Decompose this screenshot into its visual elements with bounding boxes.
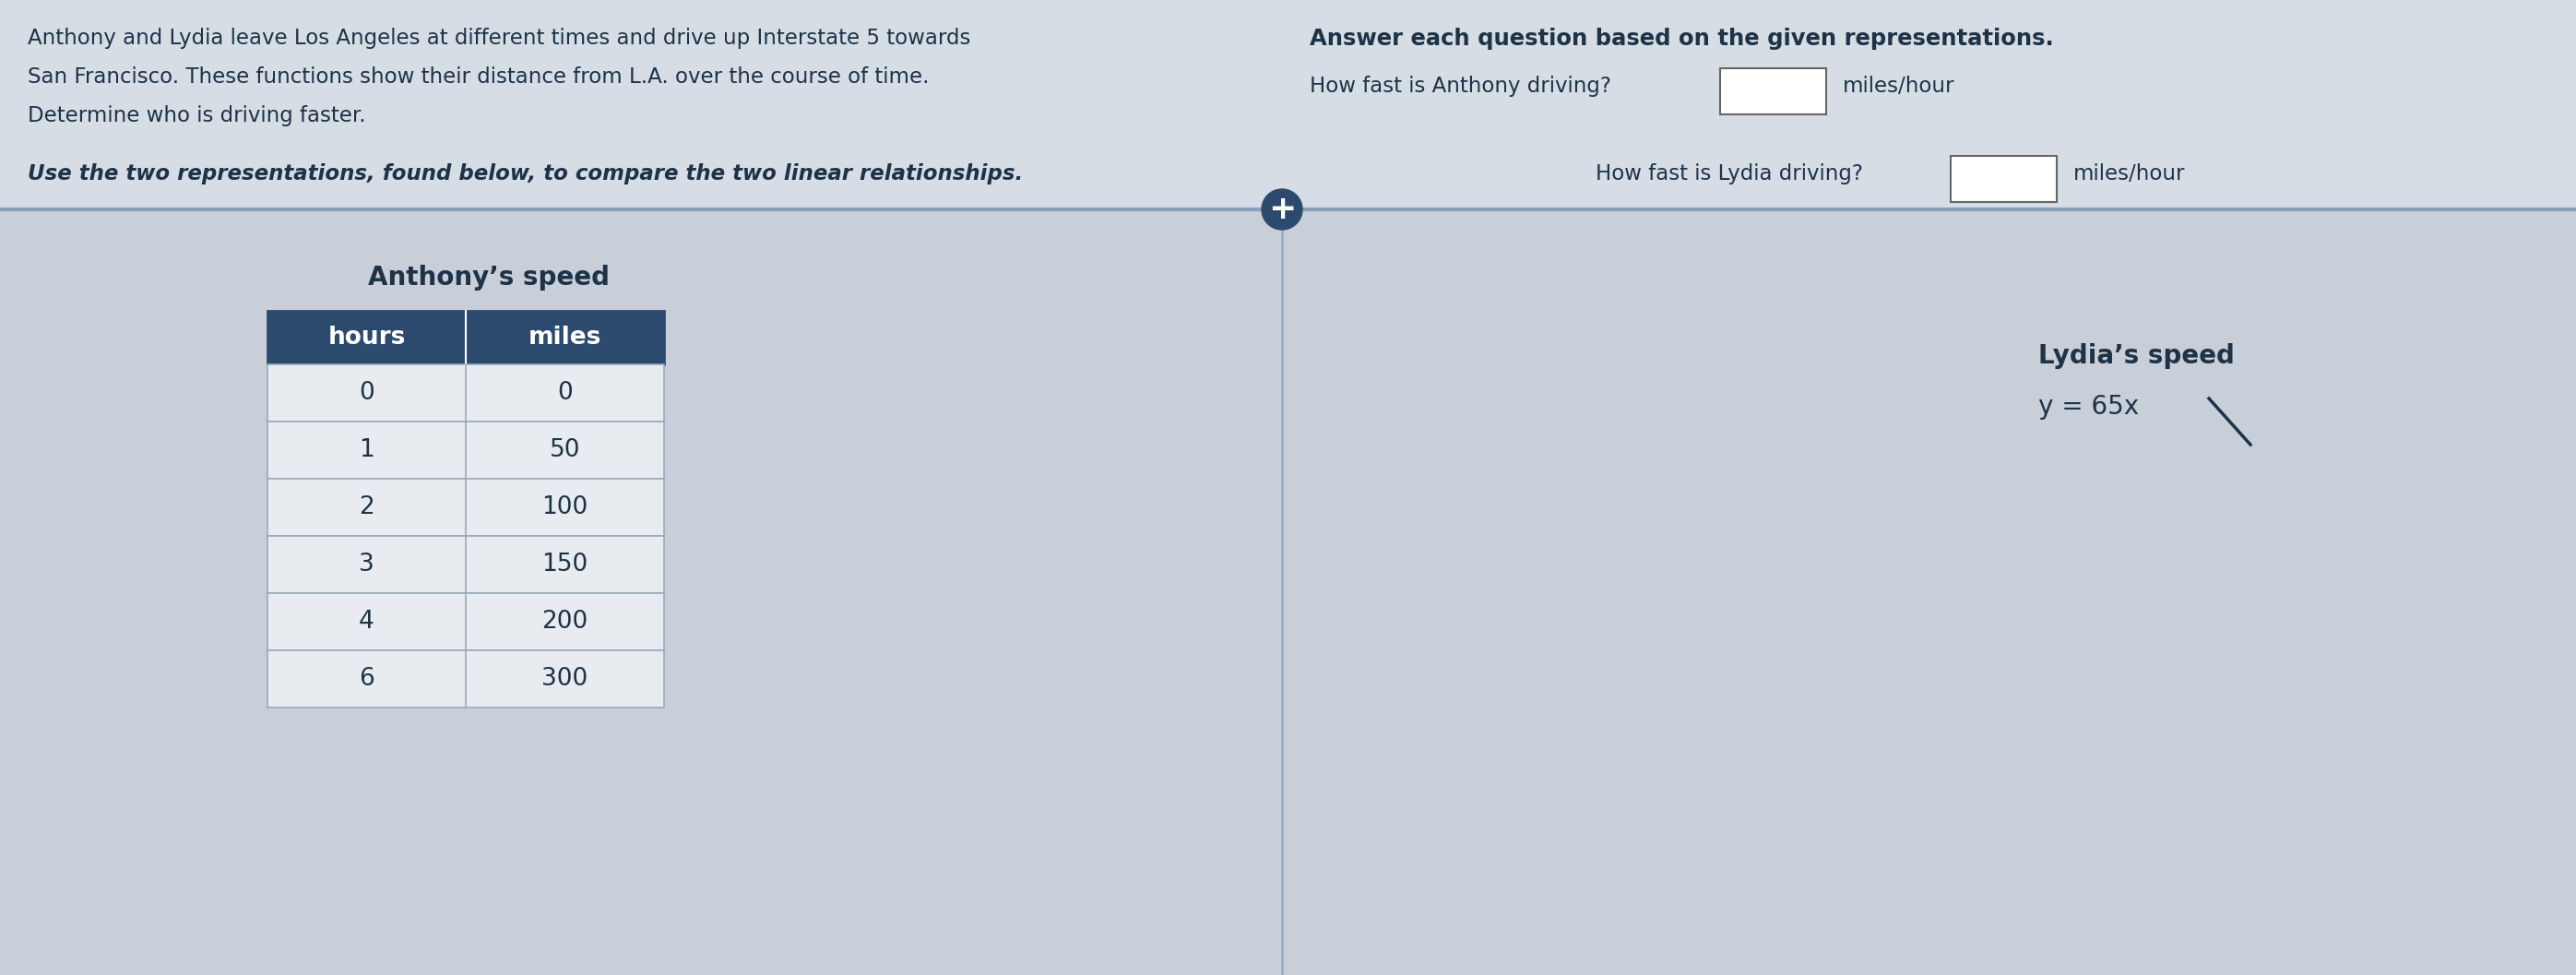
Text: 300: 300 bbox=[541, 667, 587, 691]
Text: hours: hours bbox=[327, 326, 404, 350]
Text: Answer each question based on the given representations.: Answer each question based on the given … bbox=[1309, 27, 2053, 50]
Text: miles/hour: miles/hour bbox=[1842, 76, 1955, 97]
FancyBboxPatch shape bbox=[0, 0, 2576, 210]
Text: 6: 6 bbox=[358, 667, 374, 691]
Text: 2: 2 bbox=[358, 495, 374, 520]
Text: 50: 50 bbox=[549, 438, 580, 462]
Text: 100: 100 bbox=[541, 495, 587, 520]
Text: miles: miles bbox=[528, 326, 603, 350]
Text: How fast is Lydia driving?: How fast is Lydia driving? bbox=[1595, 163, 1862, 184]
Text: 1: 1 bbox=[358, 438, 374, 462]
Text: San Francisco. These functions show their distance from L.A. over the course of : San Francisco. These functions show thei… bbox=[28, 66, 930, 88]
Text: Determine who is driving faster.: Determine who is driving faster. bbox=[28, 105, 366, 127]
Text: Lydia’s speed: Lydia’s speed bbox=[2038, 343, 2233, 369]
FancyBboxPatch shape bbox=[268, 479, 665, 536]
Text: 150: 150 bbox=[541, 553, 587, 576]
Text: +: + bbox=[1267, 194, 1296, 225]
FancyBboxPatch shape bbox=[268, 311, 665, 365]
Text: Anthony’s speed: Anthony’s speed bbox=[368, 265, 611, 291]
FancyBboxPatch shape bbox=[268, 593, 665, 650]
Text: miles/hour: miles/hour bbox=[2074, 163, 2184, 184]
Text: 0: 0 bbox=[556, 381, 572, 405]
Text: 4: 4 bbox=[358, 609, 374, 634]
FancyBboxPatch shape bbox=[268, 536, 665, 593]
FancyBboxPatch shape bbox=[1721, 68, 1826, 114]
Circle shape bbox=[1262, 189, 1303, 230]
FancyBboxPatch shape bbox=[268, 421, 665, 479]
FancyBboxPatch shape bbox=[0, 210, 2576, 975]
FancyBboxPatch shape bbox=[268, 365, 665, 421]
Text: Use the two representations, found below, to compare the two linear relationship: Use the two representations, found below… bbox=[28, 163, 1023, 184]
Text: 0: 0 bbox=[358, 381, 374, 405]
Text: How fast is Anthony driving?: How fast is Anthony driving? bbox=[1309, 76, 1610, 97]
Text: Anthony and Lydia leave Los Angeles at different times and drive up Interstate 5: Anthony and Lydia leave Los Angeles at d… bbox=[28, 27, 971, 49]
FancyBboxPatch shape bbox=[1950, 156, 2056, 202]
FancyBboxPatch shape bbox=[268, 650, 665, 708]
Text: y = 65x: y = 65x bbox=[2038, 394, 2138, 419]
Text: 200: 200 bbox=[541, 609, 587, 634]
Text: 3: 3 bbox=[358, 553, 374, 576]
